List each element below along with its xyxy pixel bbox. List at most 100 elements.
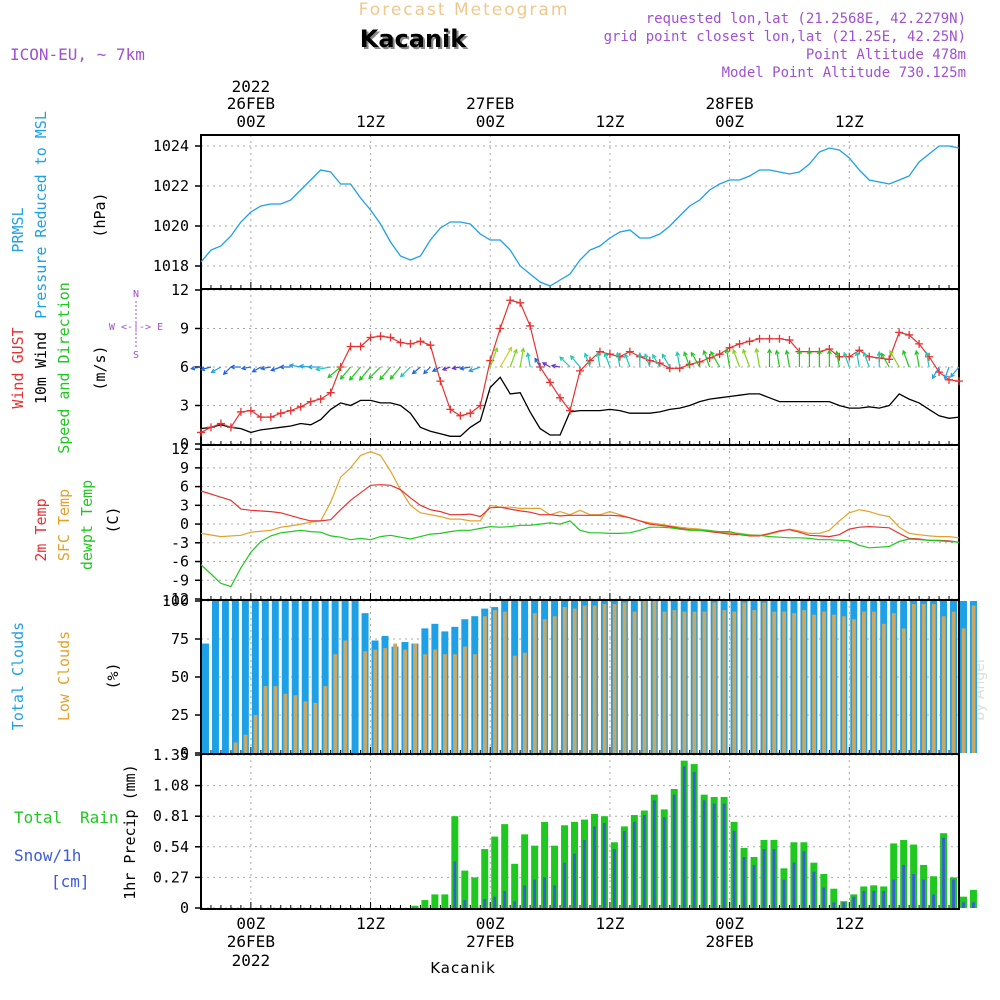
wind-arrow-head xyxy=(348,375,354,381)
wind-arrow-head xyxy=(950,372,955,378)
bottom-axis-hour: 12Z xyxy=(595,914,624,933)
wind-direction-arrow xyxy=(210,366,222,374)
low-clouds-bar xyxy=(662,611,667,753)
snow-bar xyxy=(782,879,786,908)
wind-gust-point xyxy=(306,397,315,406)
wind-arrow-shaft xyxy=(460,366,471,370)
low-clouds-bar xyxy=(492,610,497,753)
wind-arrow-head xyxy=(423,369,428,375)
low-clouds-bar xyxy=(512,655,517,753)
wind-arrow-shaft xyxy=(836,351,840,368)
wind-gust-point xyxy=(785,336,794,345)
wind-arrow-head xyxy=(931,374,937,380)
wind-direction-arrow xyxy=(816,349,822,367)
snow-bar xyxy=(842,902,846,908)
snow-bar xyxy=(772,849,776,908)
wind-arrow-shaft xyxy=(271,366,281,372)
location-title: Kacanik xyxy=(360,25,468,53)
wind-arrow-shaft xyxy=(509,349,518,368)
low-clouds-bar xyxy=(572,608,577,753)
wind-gust-point xyxy=(556,393,565,402)
low-clouds-bar xyxy=(602,604,607,753)
low-clouds-bar xyxy=(393,643,398,753)
low-clouds-bar xyxy=(931,604,936,753)
pressure-label-2: Pressure Reduced to MSL xyxy=(32,111,50,319)
wind-arrow-head xyxy=(534,357,539,363)
wind-arrow-head xyxy=(493,346,499,353)
wind-arrow-head xyxy=(411,369,417,375)
total-rain-label: Total xyxy=(14,808,62,827)
wind-direction-arrow xyxy=(222,366,232,376)
wind-direction-arrow xyxy=(862,351,870,368)
sfc-temp-line xyxy=(200,450,960,539)
wind-gust-point xyxy=(925,352,934,361)
wind-arrow-head xyxy=(327,373,333,379)
low-clouds-bar xyxy=(443,654,447,753)
wind-direction-arrow xyxy=(451,365,461,371)
snow-bar xyxy=(752,864,756,908)
wind-gust-point xyxy=(316,395,325,404)
compass-n: N xyxy=(133,289,139,300)
wind-arrow-head xyxy=(379,375,385,381)
wind-arrow-head xyxy=(732,348,737,354)
low-clouds-bar xyxy=(692,611,697,753)
rain-bar xyxy=(441,894,449,908)
top-axis-date: 27FEB xyxy=(466,94,514,113)
wind-direction-arrow xyxy=(379,366,391,381)
snow-bar xyxy=(632,821,636,908)
rain-bar xyxy=(481,849,489,908)
wind-gust-point xyxy=(466,409,475,418)
compass-s: S xyxy=(133,350,139,361)
wind-arrow-head xyxy=(943,374,949,380)
wind-arrow-shaft xyxy=(368,366,381,379)
snow-bar xyxy=(882,891,886,908)
low-clouds-bar xyxy=(273,686,278,753)
low-clouds-bar xyxy=(463,646,467,753)
bottom-axis-hour: 00Z xyxy=(715,914,744,933)
wind-direction-arrow xyxy=(767,348,772,367)
low-clouds-bar xyxy=(552,616,557,753)
wind-direction-arrow xyxy=(411,366,421,375)
wind-arrow-shaft xyxy=(616,352,621,368)
low-clouds-bar xyxy=(762,602,767,753)
pressure-unit: (hPa) xyxy=(91,192,109,237)
wind-arrow-shaft xyxy=(776,350,781,368)
snow-bar xyxy=(652,800,656,908)
wind-direction-arrow xyxy=(615,351,621,368)
wind-gust-point xyxy=(256,413,265,422)
wind-arrow-head xyxy=(190,365,196,371)
wind-arrow-head xyxy=(288,363,294,369)
low-clouds-bar xyxy=(333,654,338,753)
wind-gust-point xyxy=(356,342,365,351)
snow-bar xyxy=(872,891,876,908)
wind-gust-point xyxy=(296,402,305,411)
top-axis-date: 28FEB xyxy=(706,94,754,113)
wind-arrow-head xyxy=(924,351,930,357)
y-tick-label: -9 xyxy=(171,571,189,589)
wind-direction-arrow xyxy=(468,366,481,373)
y-tick-label: 1024 xyxy=(153,137,189,155)
rain-bar xyxy=(830,888,838,908)
bottom-axis-hour: 12Z xyxy=(356,914,385,933)
wind-arrow-head xyxy=(595,351,601,357)
wind-arrow-shaft xyxy=(252,366,262,373)
y-tick-label: 6 xyxy=(180,478,189,496)
low-clouds-bar xyxy=(961,628,966,753)
snow-bar xyxy=(722,803,726,908)
snow-bar xyxy=(942,837,945,908)
wind-direction-arrow xyxy=(389,366,401,380)
snow-bar xyxy=(553,885,556,908)
wind-arrow-head xyxy=(559,356,565,362)
total-clouds-bar xyxy=(301,601,309,753)
wind-direction-arrow xyxy=(796,349,802,367)
wind-arrow-head xyxy=(876,350,882,356)
low-clouds-bar xyxy=(423,654,427,753)
y-tick-label: 1020 xyxy=(153,217,189,235)
snow-bar xyxy=(573,853,576,908)
snow-bar xyxy=(563,862,566,908)
wind-direction-arrow xyxy=(339,366,352,380)
wind-arrow-head xyxy=(643,352,649,359)
wind-gust-point xyxy=(446,405,455,414)
snow-bar xyxy=(543,877,546,908)
wind-direction-arrow xyxy=(806,349,812,367)
